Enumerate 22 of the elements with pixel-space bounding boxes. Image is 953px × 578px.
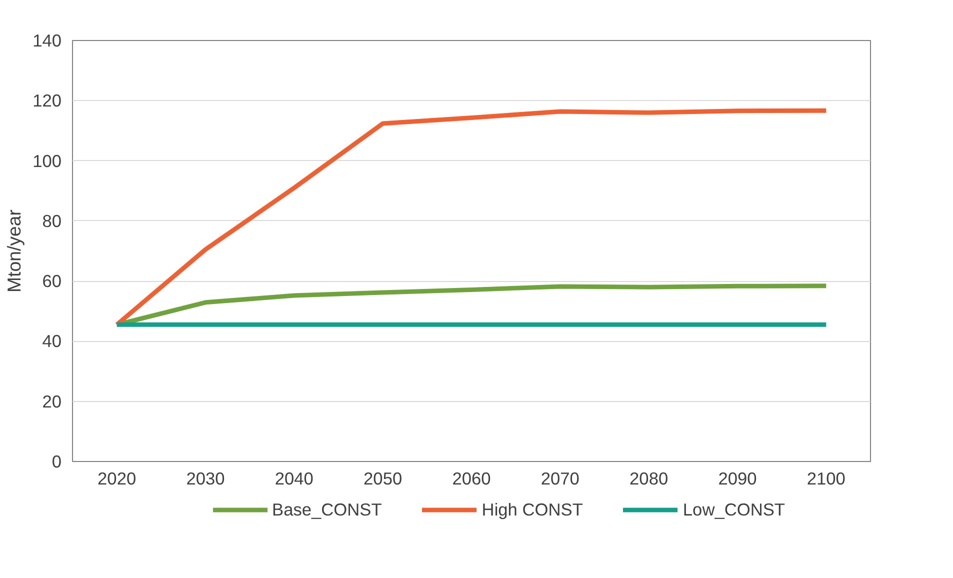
legend-label: Low_CONST — [682, 499, 785, 520]
y-tick-label: 140 — [32, 30, 62, 50]
y-tick-label: 100 — [32, 150, 62, 171]
x-tick-label: 2060 — [452, 468, 491, 488]
y-tick-label: 80 — [42, 210, 62, 231]
x-tick-label: 2090 — [718, 468, 757, 488]
legend-label: High CONST — [482, 499, 583, 520]
y-tick-label: 20 — [42, 391, 62, 412]
x-tick-label: 2080 — [630, 468, 668, 488]
y-tick-label: 120 — [32, 90, 62, 111]
x-tick-label: 2100 — [806, 468, 846, 488]
legend-label: Base_CONST — [272, 499, 382, 520]
y-tick-label: 60 — [42, 271, 62, 292]
y-tick-label: 0 — [52, 452, 62, 472]
x-tick-label: 2040 — [274, 468, 314, 488]
x-tick-label: 2050 — [364, 468, 402, 488]
x-tick-label: 2020 — [98, 468, 136, 488]
x-tick-label: 2070 — [540, 468, 580, 488]
line-series — [114, 108, 828, 327]
y-tick-label: 40 — [42, 331, 62, 352]
y-axis-title: Mton/year — [4, 210, 25, 292]
x-tick-label: 2030 — [186, 468, 225, 488]
